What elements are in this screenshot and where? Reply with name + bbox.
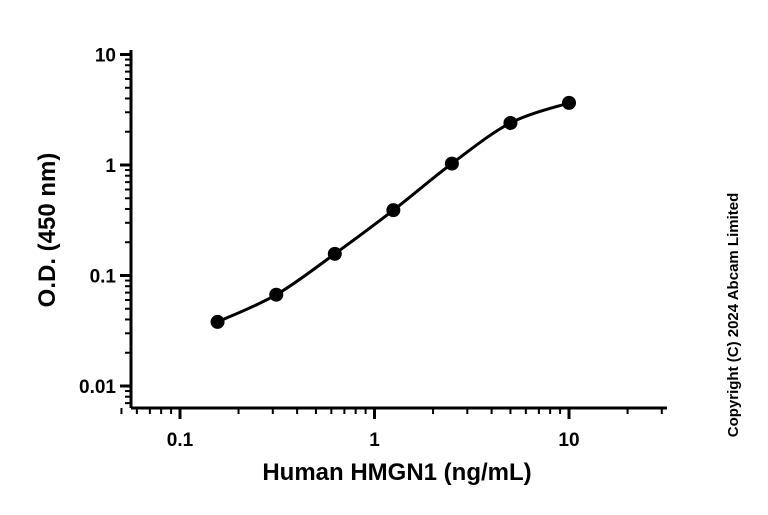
x-tick-label: 1 [369, 430, 380, 451]
copyright-notice: Copyright (C) 2024 Abcam Limited [725, 193, 742, 437]
y-tick-label: 0.01 [79, 377, 116, 398]
data-point [562, 95, 576, 110]
data-point [386, 203, 401, 218]
data-point [503, 115, 518, 130]
data-point [444, 156, 459, 171]
x-axis-title: Human HMGN1 (ng/mL) [262, 459, 531, 486]
y-tick-label: 1 [105, 156, 116, 177]
x-tick-label: 0.1 [167, 430, 194, 451]
data-point [327, 246, 342, 261]
data-points [210, 95, 576, 329]
axes [129, 50, 667, 410]
x-tick-label: 10 [558, 430, 579, 451]
data-point [210, 314, 225, 329]
data-point [269, 287, 284, 302]
ticks: 0.1 1 10 0.01 0.1 1 10 [79, 46, 663, 451]
y-tick-label: 0.1 [90, 267, 117, 288]
y-tick-label: 10 [95, 46, 116, 67]
y-axis-title: O.D. (450 nm) [34, 153, 61, 308]
